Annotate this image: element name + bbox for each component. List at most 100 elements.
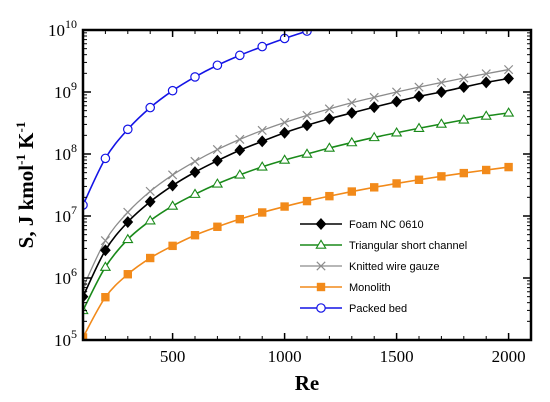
data-point-triangular-short-channel bbox=[413, 122, 425, 133]
data-point-foam-nc-0610 bbox=[346, 106, 358, 119]
data-point-packed-bed bbox=[145, 102, 155, 113]
data-point-monolith bbox=[213, 222, 222, 231]
data-point-knitted-wire-gauze bbox=[100, 236, 111, 246]
y-axis-title: S, J kmol-1 K-1 bbox=[13, 122, 38, 249]
legend-item-foam-nc-0610: Foam NC 0610 bbox=[300, 218, 424, 231]
data-point-packed-bed bbox=[257, 41, 267, 52]
data-point-monolith bbox=[123, 270, 132, 279]
y-tick-base: 10 bbox=[54, 207, 71, 226]
data-point-monolith bbox=[392, 179, 401, 188]
y-tick-label: 1010 bbox=[48, 17, 77, 40]
data-point-foam-nc-0610 bbox=[503, 72, 514, 85]
data-point-knitted-wire-gauze bbox=[302, 110, 312, 120]
legend-label: Knitted wire gauze bbox=[349, 261, 440, 273]
y-tick-label: 108 bbox=[54, 141, 77, 164]
data-point-knitted-wire-gauze bbox=[145, 186, 155, 196]
data-point-knitted-wire-gauze bbox=[459, 73, 469, 83]
data-point-monolith bbox=[101, 293, 110, 302]
data-point-foam-nc-0610 bbox=[368, 101, 380, 114]
legend-label: Packed bed bbox=[349, 303, 407, 315]
y-axis-title-sup-2: -1 bbox=[13, 122, 28, 133]
x-axis: 500 1000 1500 2000 bbox=[104, 30, 532, 366]
data-point-triangular-short-channel bbox=[211, 178, 224, 188]
data-point-foam-nc-0610 bbox=[458, 81, 470, 94]
data-point-triangular-short-channel bbox=[502, 107, 515, 117]
y-tick-label: 109 bbox=[54, 79, 77, 102]
y-tick-base: 10 bbox=[48, 21, 65, 40]
series-foam-nc-0610 bbox=[83, 72, 514, 303]
data-point-triangular-short-channel bbox=[256, 161, 268, 171]
data-point-triangular-short-channel bbox=[278, 154, 291, 164]
data-point-knitted-wire-gauze bbox=[347, 98, 357, 108]
data-point-knitted-wire-gauze bbox=[414, 82, 424, 92]
data-point-monolith bbox=[190, 231, 200, 240]
data-point-monolith bbox=[347, 187, 357, 196]
data-point-foam-nc-0610 bbox=[122, 216, 134, 228]
data-point-monolith bbox=[459, 168, 469, 178]
data-point-monolith bbox=[168, 241, 177, 251]
y-tick-exponent: 7 bbox=[71, 203, 77, 217]
data-point-foam-nc-0610 bbox=[391, 95, 402, 108]
data-point-packed-bed bbox=[190, 72, 200, 82]
data-point-knitted-wire-gauze bbox=[481, 69, 491, 79]
y-tick-exponent: 5 bbox=[71, 327, 77, 341]
data-point-triangular-short-channel bbox=[234, 169, 246, 179]
data-point-knitted-wire-gauze bbox=[167, 170, 178, 180]
legend-marker-monolith bbox=[316, 282, 326, 292]
data-point-triangular-short-channel bbox=[346, 136, 358, 147]
data-point-monolith bbox=[258, 208, 267, 217]
data-point-knitted-wire-gauze bbox=[436, 77, 447, 88]
series-knitted-wire-gauze bbox=[83, 64, 514, 293]
data-point-knitted-wire-gauze bbox=[123, 207, 133, 217]
data-point-triangular-short-channel bbox=[480, 110, 492, 120]
legend-label: Monolith bbox=[349, 282, 391, 294]
legend-item-knitted-wire-gauze: Knitted wire gauze bbox=[300, 261, 440, 273]
legend: Foam NC 0610 Triangular short channel Knit… bbox=[300, 218, 467, 315]
data-point-monolith bbox=[235, 214, 245, 224]
data-point-knitted-wire-gauze bbox=[391, 87, 402, 97]
data-point-knitted-wire-gauze bbox=[503, 64, 514, 75]
data-point-foam-nc-0610 bbox=[301, 119, 313, 132]
data-point-foam-nc-0610 bbox=[324, 112, 335, 125]
data-point-knitted-wire-gauze bbox=[212, 144, 223, 155]
y-tick-base: 10 bbox=[54, 83, 71, 102]
data-point-monolith bbox=[146, 253, 155, 263]
data-point-triangular-short-channel bbox=[166, 200, 179, 210]
data-point-triangular-short-channel bbox=[390, 126, 403, 137]
data-point-foam-nc-0610 bbox=[167, 179, 178, 192]
data-point-packed-bed bbox=[100, 153, 111, 164]
legend-marker-packed-bed bbox=[316, 303, 326, 313]
data-point-packed-bed bbox=[235, 50, 245, 61]
data-point-triangular-short-channel bbox=[144, 214, 156, 225]
legend-marker-knitted-wire-gauze bbox=[316, 261, 326, 271]
data-point-triangular-short-channel bbox=[99, 261, 112, 271]
y-tick-exponent: 10 bbox=[65, 17, 77, 31]
data-point-triangular-short-channel bbox=[435, 118, 448, 128]
y-tick-exponent: 6 bbox=[71, 265, 77, 279]
data-point-foam-nc-0610 bbox=[480, 76, 492, 89]
y-tick-label: 106 bbox=[54, 265, 77, 288]
data-point-monolith bbox=[482, 165, 491, 175]
x-tick-label: 1500 bbox=[380, 347, 414, 366]
x-axis-title: Re bbox=[295, 371, 320, 395]
data-point-foam-nc-0610 bbox=[256, 135, 268, 148]
data-point-triangular-short-channel bbox=[458, 114, 470, 124]
data-point-knitted-wire-gauze bbox=[190, 156, 200, 167]
legend-label: Triangular short channel bbox=[349, 240, 467, 252]
y-tick-label: 105 bbox=[54, 327, 77, 350]
data-point-foam-nc-0610 bbox=[234, 144, 246, 157]
y-axis-title-sup-1: -1 bbox=[13, 154, 28, 165]
data-point-foam-nc-0610 bbox=[100, 244, 111, 257]
data-point-triangular-short-channel bbox=[301, 148, 313, 158]
data-point-triangular-short-channel bbox=[368, 131, 380, 142]
legend-marker-foam-nc-0610 bbox=[315, 218, 327, 230]
legend-label: Foam NC 0610 bbox=[349, 219, 424, 231]
y-axis-title-mid: K bbox=[14, 132, 38, 154]
data-point-triangular-short-channel bbox=[323, 142, 336, 152]
data-point-knitted-wire-gauze bbox=[369, 92, 379, 102]
data-point-monolith bbox=[504, 162, 513, 172]
series-triangular-short-channel bbox=[83, 107, 515, 315]
